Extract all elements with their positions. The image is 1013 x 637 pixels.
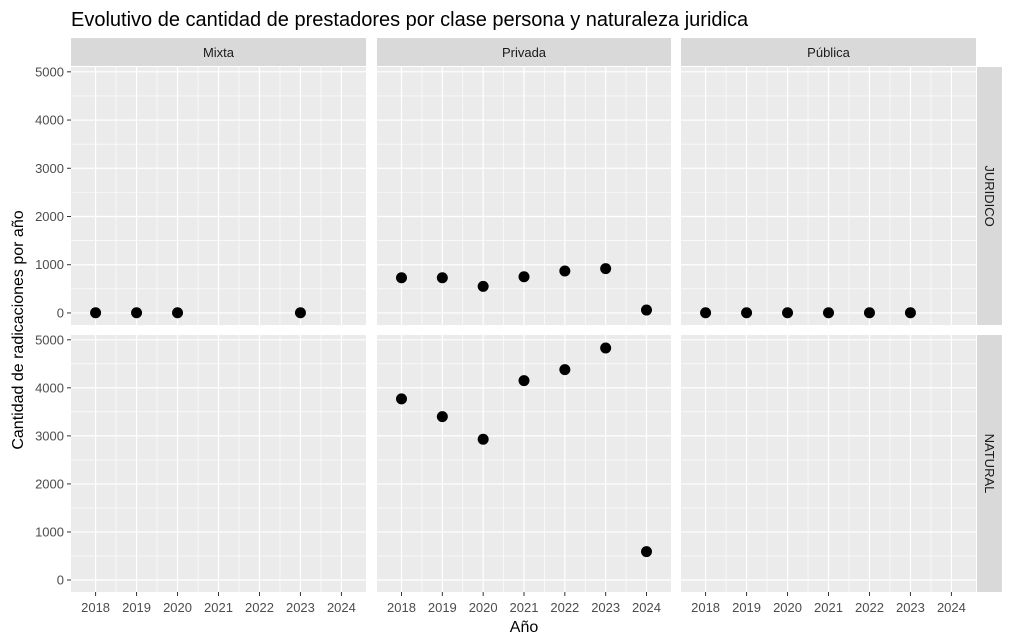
y-axis-title: Cantidad de radicaciones por año <box>10 210 27 449</box>
y-tick-label: 0 <box>57 572 64 587</box>
x-tick-label: 2024 <box>632 600 661 615</box>
x-tick-label: 2019 <box>732 600 761 615</box>
row-strip-label: NATURAL <box>982 434 997 494</box>
x-tick-label: 2023 <box>286 600 315 615</box>
x-tick-label: 2018 <box>81 600 110 615</box>
data-point <box>436 272 448 284</box>
column-strip-label: Mixta <box>203 45 235 60</box>
column-strip <box>377 38 671 66</box>
x-tick-label: 2019 <box>428 600 457 615</box>
x-tick-label: 2021 <box>204 600 233 615</box>
y-tick-label: 3000 <box>35 428 64 443</box>
row-strip <box>977 67 1002 325</box>
column-strip-label: Pública <box>807 45 850 60</box>
row-strip-label: JURIDICO <box>982 165 997 226</box>
data-point <box>172 307 184 319</box>
x-tick-label: 2018 <box>691 600 720 615</box>
data-point <box>518 375 530 387</box>
data-point <box>600 263 612 275</box>
y-tick-label: 2000 <box>35 476 64 491</box>
x-axis-title: Año <box>510 619 539 636</box>
panel-natural-0 <box>71 335 366 592</box>
data-point <box>863 307 875 319</box>
panel-juridico-0 <box>71 67 366 325</box>
y-tick-label: 0 <box>57 305 64 320</box>
y-tick-label: 1000 <box>35 257 64 272</box>
y-tick-label: 4000 <box>35 113 64 128</box>
data-point <box>131 307 143 319</box>
panel-juridico-2 <box>681 67 976 325</box>
x-tick-label: 2024 <box>937 600 966 615</box>
x-tick-label: 2018 <box>387 600 416 615</box>
data-point <box>741 307 753 319</box>
row-strip <box>977 335 1002 592</box>
x-tick-label: 2023 <box>591 600 620 615</box>
column-strip-label: Privada <box>502 45 547 60</box>
facet-panels: 0 1000 2000 3000 4000 5000 JURIDICO 0 1000 2000 30… <box>35 38 1002 615</box>
data-point <box>600 342 612 354</box>
x-tick-label: 2022 <box>550 600 579 615</box>
column-strip <box>681 38 976 66</box>
x-tick-label: 2024 <box>327 600 356 615</box>
data-point <box>477 433 489 445</box>
data-point <box>904 307 916 319</box>
data-point <box>477 280 489 292</box>
x-tick-label: 2020 <box>773 600 802 615</box>
x-tick-label: 2021 <box>510 600 539 615</box>
data-point <box>700 307 712 319</box>
y-tick-label: 2000 <box>35 209 64 224</box>
x-tick-label: 2023 <box>896 600 925 615</box>
y-tick-label: 5000 <box>35 332 64 347</box>
data-point <box>559 364 571 376</box>
data-point <box>518 271 530 283</box>
data-point <box>559 265 571 277</box>
y-tick-label: 3000 <box>35 161 64 176</box>
data-point <box>782 307 794 319</box>
data-point <box>396 272 407 284</box>
data-point <box>823 307 834 319</box>
data-point <box>396 393 407 405</box>
panel-natural-2 <box>681 335 976 592</box>
data-point <box>294 307 306 319</box>
y-tick-label: 4000 <box>35 380 64 395</box>
column-strip <box>71 38 366 66</box>
chart-title: Evolutivo de cantidad de prestadores por… <box>71 9 749 31</box>
data-point <box>641 546 652 558</box>
panel-natural-1 <box>377 335 671 592</box>
panel-juridico-1 <box>377 67 671 325</box>
x-tick-label: 2020 <box>163 600 192 615</box>
y-tick-label: 1000 <box>35 524 64 539</box>
data-point <box>641 304 652 316</box>
y-tick-label: 5000 <box>35 64 64 79</box>
x-tick-label: 2022 <box>855 600 884 615</box>
x-tick-label: 2019 <box>122 600 151 615</box>
data-point <box>436 411 448 423</box>
x-tick-label: 2021 <box>814 600 843 615</box>
x-tick-label: 2020 <box>469 600 498 615</box>
data-point <box>90 307 102 319</box>
x-tick-label: 2022 <box>245 600 274 615</box>
